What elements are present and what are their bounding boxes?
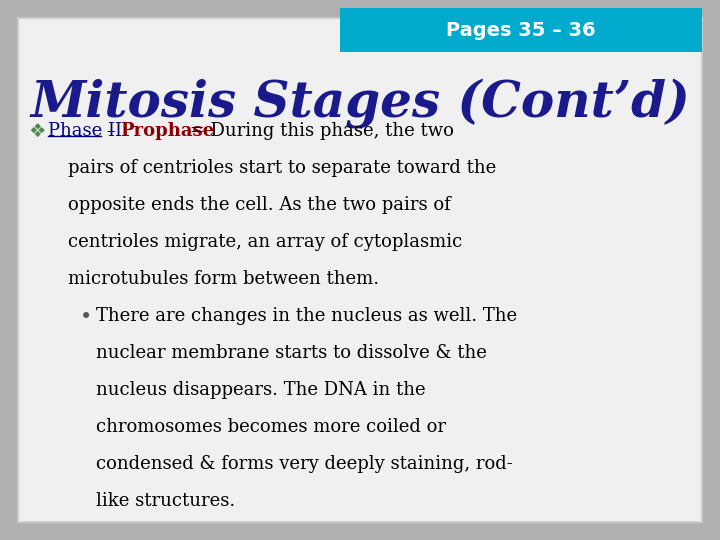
Text: Mitosis Stages (Cont’d): Mitosis Stages (Cont’d) (30, 78, 690, 128)
Text: pairs of centrioles start to separate toward the: pairs of centrioles start to separate to… (68, 159, 496, 177)
Text: Phase II: Phase II (48, 122, 122, 140)
Text: Pages 35 – 36: Pages 35 – 36 (446, 21, 596, 39)
Text: –: – (101, 122, 122, 140)
Text: microtubules form between them.: microtubules form between them. (68, 270, 379, 288)
Text: There are changes in the nucleus as well. The: There are changes in the nucleus as well… (96, 307, 517, 325)
Text: = During this phase, the two: = During this phase, the two (184, 122, 454, 140)
FancyBboxPatch shape (340, 8, 702, 52)
Text: opposite ends the cell. As the two pairs of: opposite ends the cell. As the two pairs… (68, 196, 451, 214)
Text: nucleus disappears. The DNA in the: nucleus disappears. The DNA in the (96, 381, 426, 399)
Text: nuclear membrane starts to dissolve & the: nuclear membrane starts to dissolve & th… (96, 344, 487, 362)
Text: Prophase: Prophase (120, 122, 214, 140)
FancyBboxPatch shape (18, 18, 702, 522)
Text: like structures.: like structures. (96, 492, 235, 510)
Text: centrioles migrate, an array of cytoplasmic: centrioles migrate, an array of cytoplas… (68, 233, 462, 251)
Text: •: • (80, 307, 92, 327)
Text: condensed & forms very deeply staining, rod-: condensed & forms very deeply staining, … (96, 455, 513, 473)
Text: ❖: ❖ (28, 122, 45, 141)
Text: chromosomes becomes more coiled or: chromosomes becomes more coiled or (96, 418, 446, 436)
